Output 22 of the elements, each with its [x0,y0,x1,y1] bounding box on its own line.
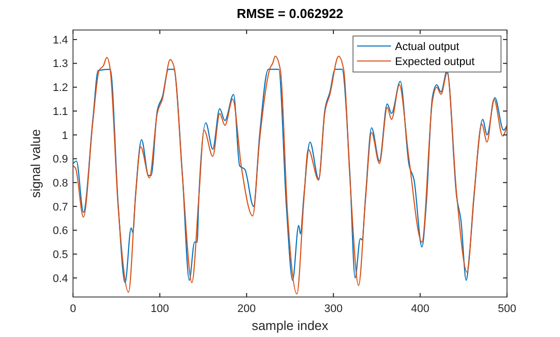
x-tick-label: 400 [411,303,430,315]
x-tick-label: 200 [237,303,256,315]
y-tick-label: 1.3 [52,58,68,70]
x-tick-label: 300 [324,303,343,315]
legend-label: Expected output [395,56,475,68]
x-tick-label: 0 [70,303,76,315]
y-tick-label: 1.1 [52,106,68,118]
y-tick-label: 0.9 [52,154,68,166]
chart-title: RMSE = 0.062922 [236,6,344,21]
x-tick-label: 500 [498,303,516,315]
y-tick-label: 0.7 [52,201,68,214]
y-axis-title: signal value [28,129,43,198]
y-tick-label: 1 [62,130,68,142]
legend-label: Actual output [395,40,460,53]
x-tick-label: 100 [150,303,169,315]
y-tick-label: 1.2 [52,82,68,94]
y-tick-label: 0.4 [52,272,68,285]
x-axis-title: sample index [252,318,329,333]
y-tick-label: 0.5 [52,248,68,261]
y-tick-label: 0.8 [52,177,68,190]
y-tick-label: 1.4 [52,34,68,46]
y-tick-label: 0.6 [52,225,68,238]
